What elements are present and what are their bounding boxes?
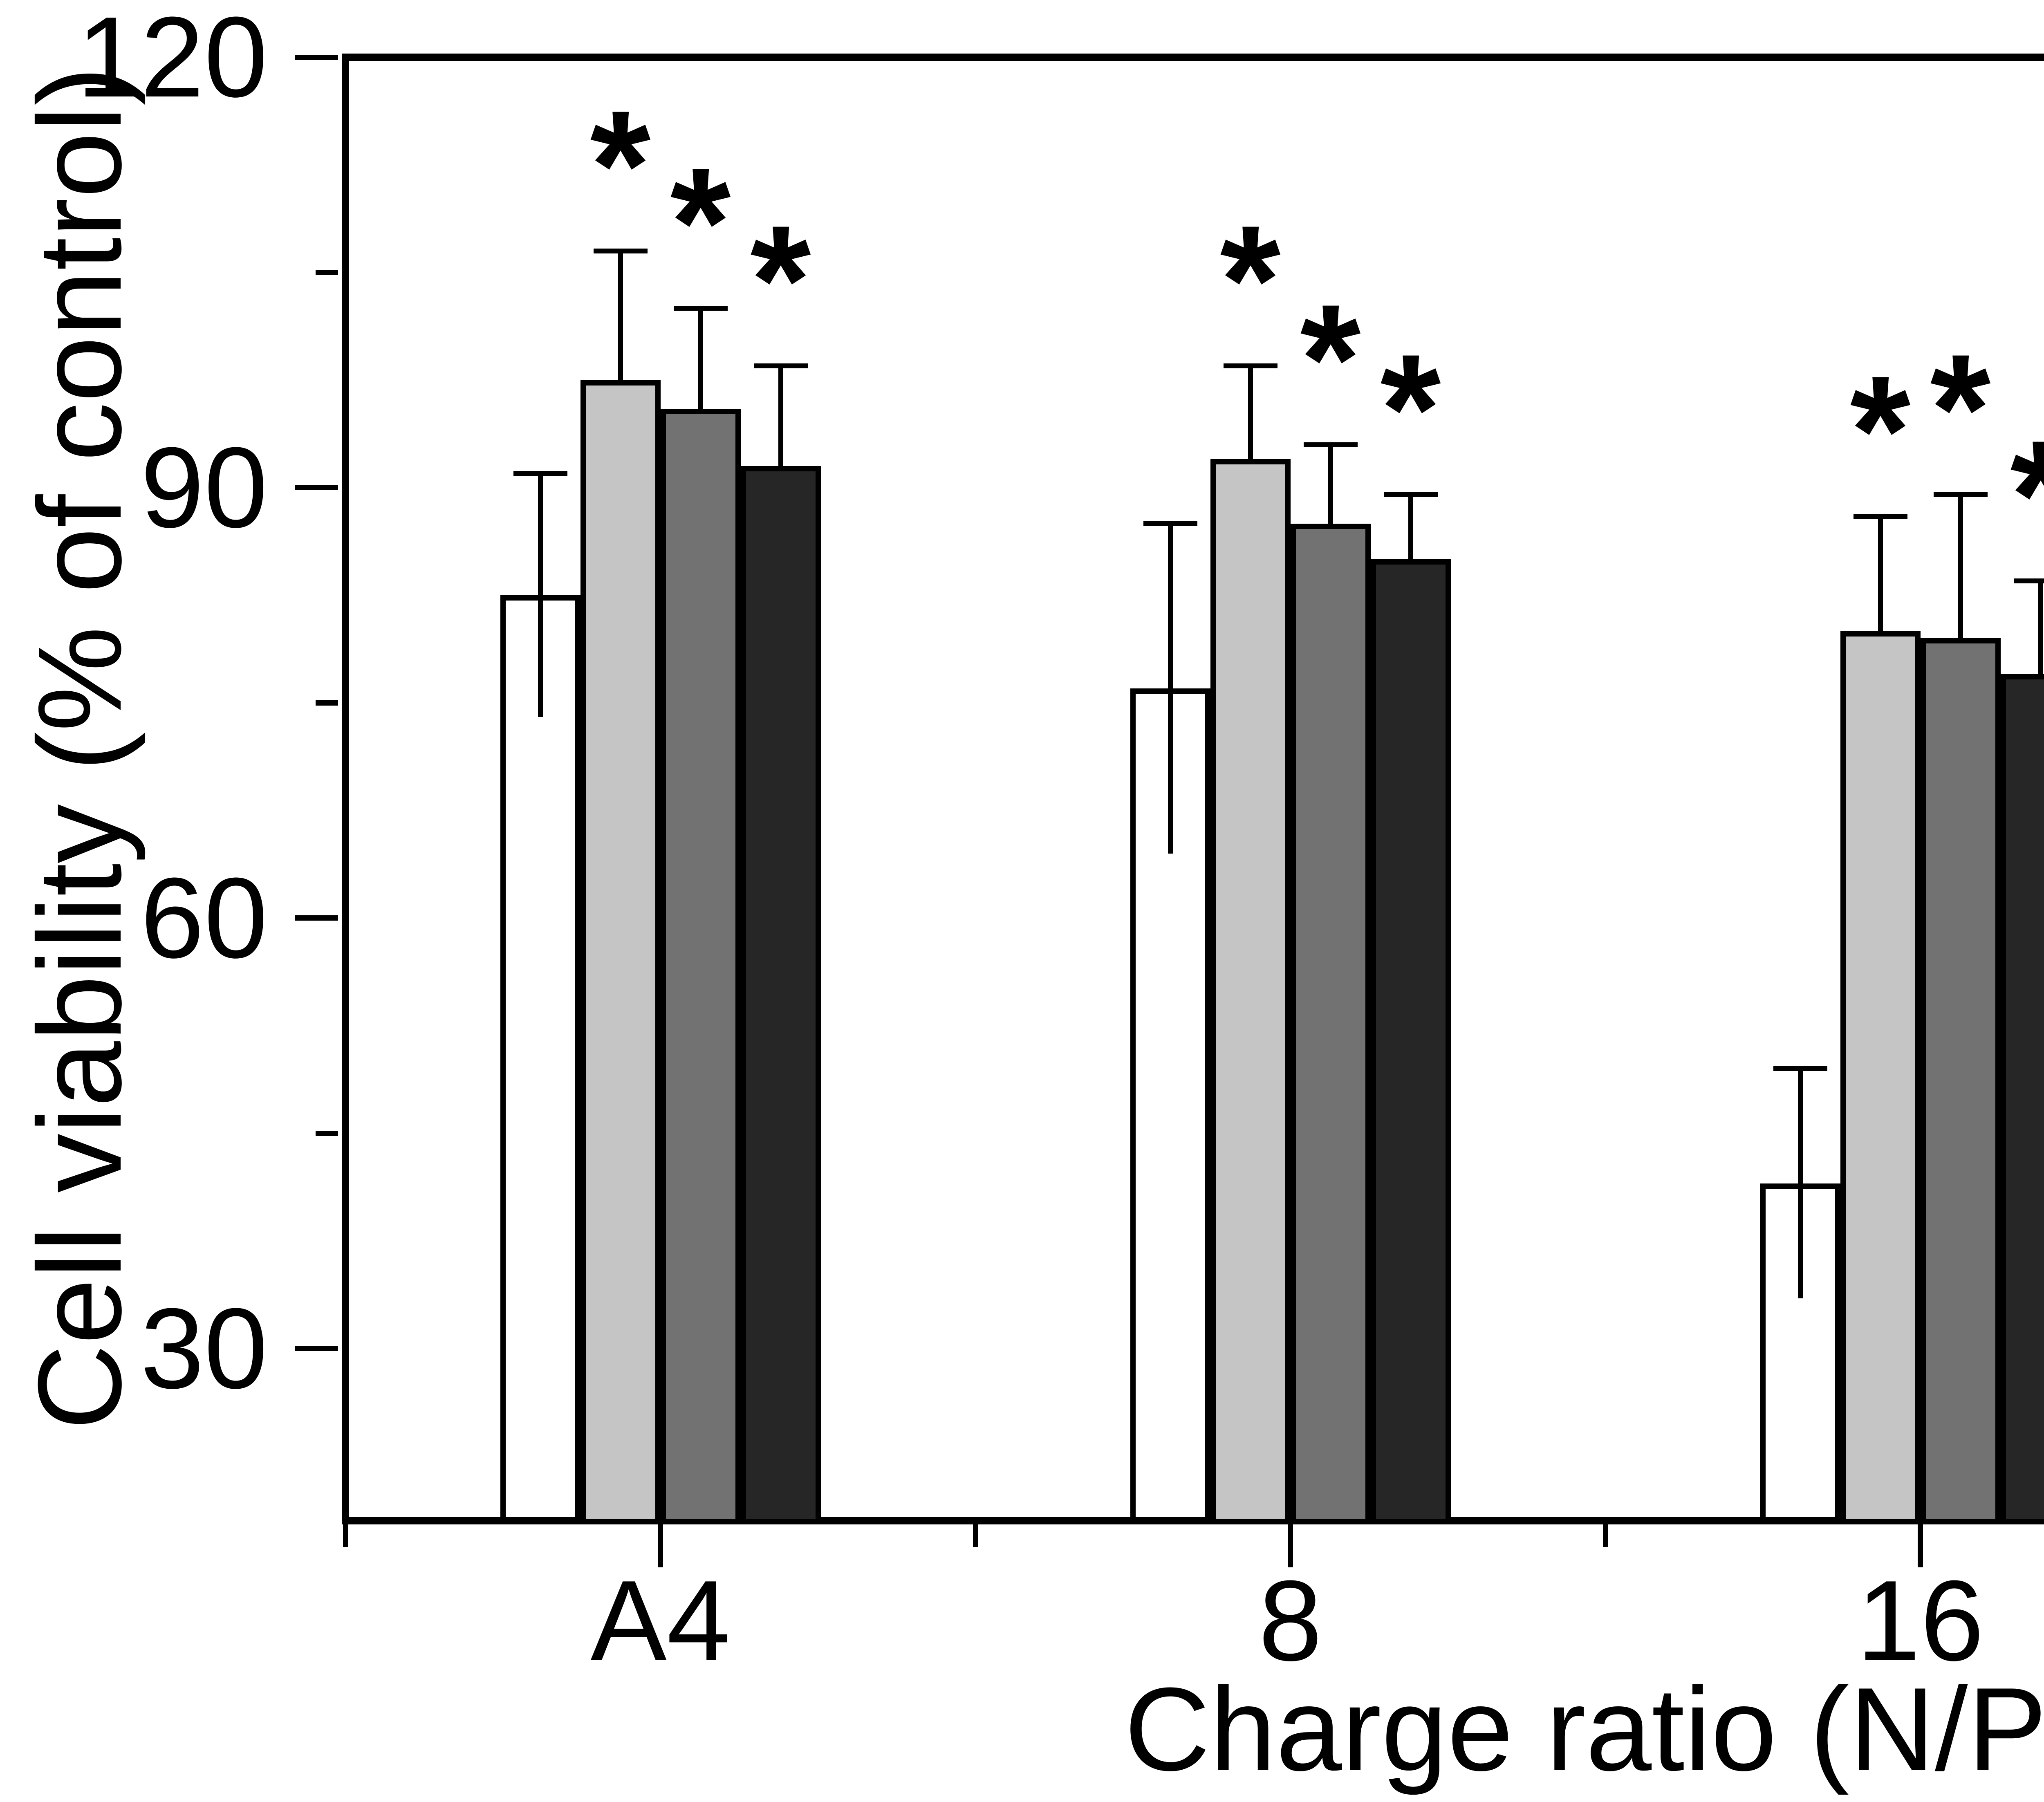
x-major-tick-16 (1918, 1524, 1923, 1567)
error-bar-cap-mBG1-A4 (593, 248, 648, 253)
x-minor-tick-0 (343, 1524, 348, 1547)
bar-mBG3-8 (1370, 559, 1451, 1524)
y-tick-label-90: 90 (140, 424, 268, 551)
error-bar-cap-mBG1-8 (1223, 363, 1278, 368)
bar-PEI-8 (1130, 688, 1210, 1524)
bar-mBG2-8 (1290, 523, 1371, 1524)
error-bar-cap-mBG1-16 (1853, 514, 1907, 519)
bar-mBG2-A4 (660, 408, 741, 1524)
bar-mBG1-8 (1210, 459, 1291, 1524)
significance-asterisk-mBG3-A4: * (750, 193, 811, 367)
error-bar-cap-PEI-A4 (513, 471, 567, 476)
bar-mBG3-16 (2000, 674, 2044, 1524)
error-bar-whisker-mBG1-A4 (618, 251, 623, 380)
x-tick-label-16: 16 (1856, 1557, 1984, 1685)
significance-asterisk-mBG1-A4: * (590, 78, 651, 252)
x-tick-label-A4: A4 (590, 1557, 731, 1685)
y-tick-label-60: 60 (140, 854, 268, 982)
error-bar-cap-PEI-16 (1773, 1066, 1827, 1071)
error-bar-whisker-mBG2-16 (1958, 495, 1963, 639)
x-major-tick-8 (1288, 1524, 1293, 1567)
bar-PEI-A4 (500, 595, 580, 1524)
x-tick-label-8: 8 (1258, 1557, 1322, 1685)
x-minor-tick-2 (1602, 1524, 1608, 1547)
error-bar-whisker-mBG3-16 (2038, 581, 2043, 675)
significance-asterisk-mBG2-8: * (1300, 271, 1361, 446)
x-major-tick-A4 (658, 1524, 663, 1567)
y-major-tick-30 (295, 1346, 338, 1352)
error-bar-cap-mBG3-A4 (753, 363, 808, 368)
error-bar-cap-mBG3-8 (1383, 492, 1438, 498)
bar-mBG3-A4 (740, 466, 821, 1524)
error-bar-whisker-mBG2-A4 (698, 308, 703, 409)
y-major-tick-120 (295, 54, 338, 60)
x-axis-title: Charge ratio (N/P) (1124, 1663, 2044, 1795)
error-bar-whisker-mBG3-A4 (778, 365, 783, 466)
y-tick-label-30: 30 (140, 1284, 268, 1412)
bar-mBG2-16 (1920, 638, 2001, 1524)
bar-PEI-16 (1760, 1183, 1840, 1524)
error-bar-cap-PEI-8 (1143, 521, 1197, 526)
significance-asterisk-mBG1-8: * (1220, 193, 1281, 367)
significance-asterisk-mBG2-16: * (1930, 322, 1991, 496)
error-bar-whisker-mBG3-8 (1408, 495, 1413, 560)
y-major-tick-90 (295, 485, 338, 491)
significance-asterisk-mBG2-A4: * (670, 135, 731, 309)
y-minor-tick-45 (316, 1130, 338, 1136)
error-bar-cap-mBG2-8 (1303, 442, 1358, 447)
error-bar-whisker-PEI-A4 (538, 473, 543, 717)
error-bar-cap-mBG2-16 (1933, 492, 1988, 498)
error-bar-whisker-mBG1-16 (1878, 516, 1883, 631)
y-tick-label-120: 120 (76, 0, 268, 121)
significance-asterisk-mBG3-16: * (1959, 417, 2044, 573)
error-bar-whisker-mBG2-8 (1328, 444, 1333, 524)
y-major-tick-60 (295, 915, 338, 921)
significance-asterisk-mBG3-8: * (1380, 322, 1441, 496)
error-bar-whisker-PEI-8 (1168, 523, 1173, 854)
y-axis-title: Cell viability (% of control) (13, 66, 146, 1430)
bar-mBG1-16 (1840, 631, 1921, 1524)
x-minor-tick-1 (973, 1524, 978, 1547)
y-minor-tick-75 (316, 700, 338, 706)
bar-mBG1-A4 (580, 380, 661, 1524)
significance-asterisk-mBG1-16: * (1850, 343, 1911, 518)
error-bar-cap-mBG3-16 (2013, 578, 2044, 584)
y-minor-tick-105 (316, 269, 338, 275)
error-bar-whisker-mBG1-8 (1248, 365, 1253, 459)
error-bar-cap-mBG2-A4 (673, 306, 728, 311)
